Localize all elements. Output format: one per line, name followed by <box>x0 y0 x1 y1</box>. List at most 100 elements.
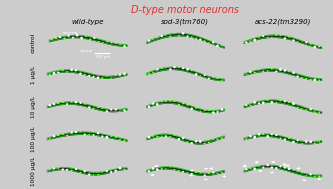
Point <box>261 101 266 104</box>
Point <box>51 102 57 105</box>
Point <box>151 71 156 74</box>
Point <box>92 36 97 40</box>
Point <box>256 102 262 105</box>
Point <box>282 166 287 169</box>
Text: dorsal: dorsal <box>79 49 93 53</box>
Point <box>274 167 279 170</box>
Point <box>244 168 249 171</box>
Point <box>185 141 190 144</box>
Point <box>82 73 87 76</box>
Point <box>100 135 105 138</box>
Point <box>211 111 216 114</box>
Point <box>109 108 114 111</box>
Point <box>308 140 313 143</box>
Point <box>299 39 305 42</box>
Point <box>113 169 118 172</box>
Point <box>211 76 216 79</box>
Point <box>258 170 263 173</box>
Point <box>100 77 105 80</box>
Point <box>176 138 181 141</box>
Point <box>100 170 105 173</box>
Point <box>51 72 57 75</box>
Point <box>252 101 257 104</box>
Point <box>278 137 283 140</box>
Point <box>299 76 305 79</box>
Point <box>180 170 186 173</box>
Point <box>87 106 92 109</box>
Point <box>274 33 279 36</box>
Point <box>70 36 76 39</box>
Point <box>248 40 253 43</box>
Point <box>78 130 83 133</box>
Point <box>206 171 211 174</box>
Point <box>109 170 114 174</box>
Point <box>56 166 61 169</box>
Point <box>282 138 287 141</box>
Point <box>197 74 203 77</box>
Point <box>79 36 84 40</box>
Point <box>252 167 257 170</box>
Point <box>197 171 203 174</box>
Point <box>172 32 177 35</box>
Point <box>176 66 181 69</box>
Point <box>104 169 110 172</box>
Point <box>185 171 190 174</box>
Point <box>47 104 52 107</box>
Text: control: control <box>31 32 36 53</box>
Point <box>265 135 270 138</box>
Point <box>91 173 96 176</box>
Point <box>150 174 155 177</box>
Point <box>91 107 96 110</box>
Point <box>291 169 296 172</box>
Point <box>285 164 291 167</box>
Point <box>189 174 194 177</box>
Point <box>109 77 114 80</box>
Point <box>159 168 165 171</box>
Point <box>176 169 181 172</box>
Point <box>304 41 309 44</box>
Point <box>117 138 123 141</box>
Point <box>211 41 216 44</box>
Point <box>172 134 177 137</box>
Point <box>312 78 317 81</box>
Point <box>244 138 249 141</box>
Point <box>208 167 214 170</box>
Point <box>206 141 211 144</box>
Point <box>189 69 194 72</box>
Point <box>312 111 317 114</box>
Point <box>122 168 127 171</box>
Point <box>82 102 87 105</box>
Point <box>60 101 66 104</box>
Point <box>312 175 317 178</box>
Point <box>172 66 177 69</box>
Point <box>146 72 152 75</box>
Point <box>269 101 274 104</box>
Point <box>60 68 66 71</box>
Point <box>256 68 262 71</box>
Point <box>282 100 287 103</box>
Text: acs-22(tm3290): acs-22(tm3290) <box>254 19 311 25</box>
Point <box>87 74 92 77</box>
Point <box>168 135 173 138</box>
Point <box>244 41 249 44</box>
Point <box>189 107 194 110</box>
Point <box>248 70 253 73</box>
Point <box>146 39 152 42</box>
Point <box>312 142 317 145</box>
Point <box>271 160 276 163</box>
Point <box>295 106 300 109</box>
Point <box>109 134 114 137</box>
Point <box>265 70 270 73</box>
Point <box>82 133 87 136</box>
Point <box>122 139 127 142</box>
Point <box>222 175 227 178</box>
Point <box>118 43 123 46</box>
Point <box>296 167 301 170</box>
Point <box>219 44 224 47</box>
Point <box>82 170 87 173</box>
Point <box>193 171 199 174</box>
Point <box>69 131 74 134</box>
Point <box>197 38 203 41</box>
Point <box>105 40 110 43</box>
Point <box>113 108 118 111</box>
